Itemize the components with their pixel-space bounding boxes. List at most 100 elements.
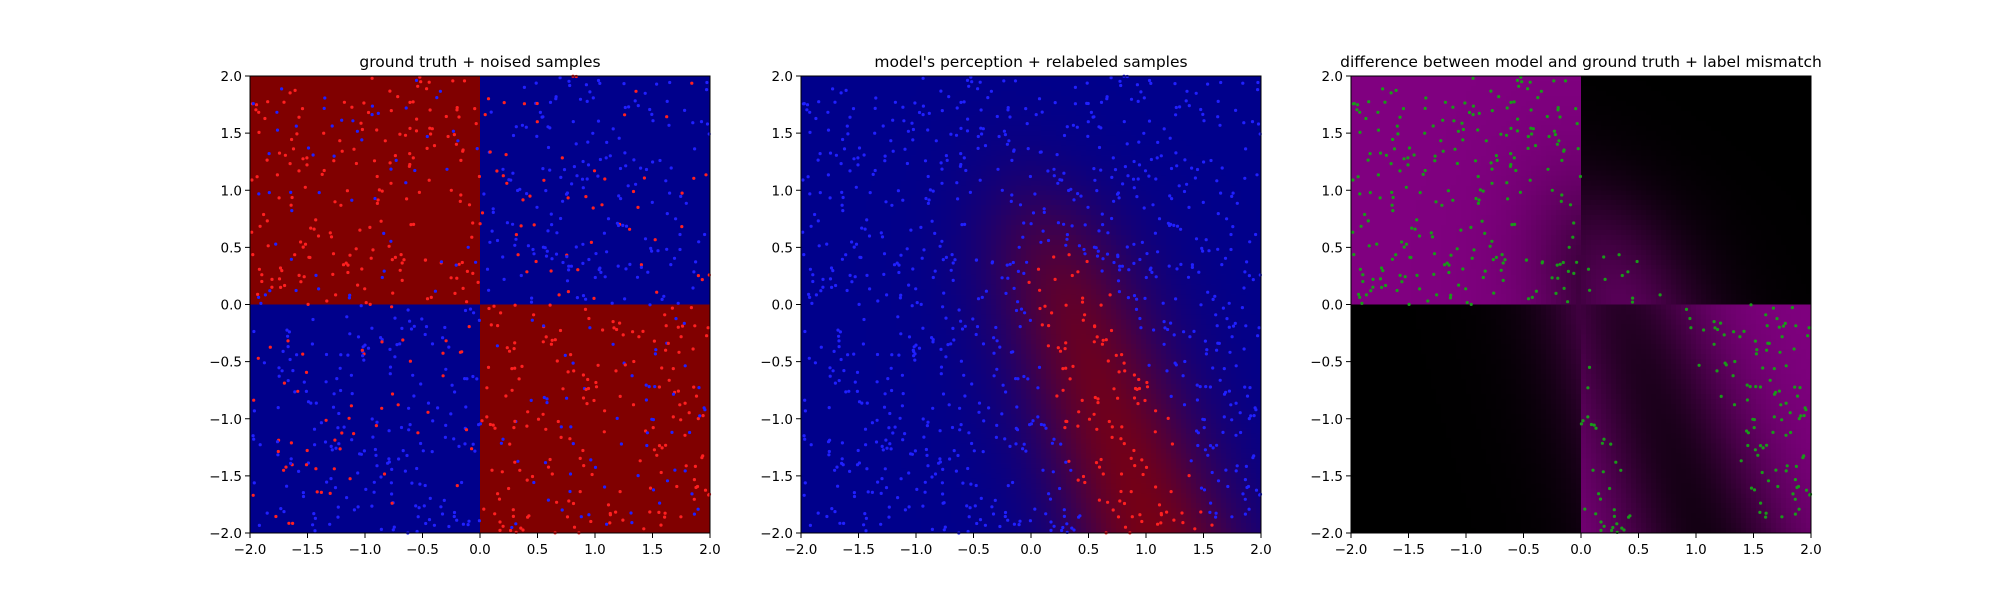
data-point (514, 237, 518, 241)
data-point (594, 252, 598, 256)
data-point (1174, 297, 1178, 301)
data-point (1432, 252, 1437, 256)
data-point (850, 240, 854, 244)
data-point (1210, 523, 1214, 527)
data-point (315, 490, 319, 494)
data-point (1571, 235, 1575, 239)
data-point (352, 147, 356, 151)
data-point (319, 421, 323, 425)
data-point (268, 289, 272, 293)
data-point (476, 280, 480, 284)
data-point (636, 104, 640, 108)
data-point (819, 345, 823, 349)
data-point (1023, 311, 1027, 315)
data-point (305, 163, 309, 167)
data-point (542, 324, 546, 328)
data-point (990, 260, 995, 264)
data-point (630, 374, 634, 378)
data-point (578, 490, 582, 494)
data-point (550, 338, 554, 342)
data-point (590, 472, 594, 477)
data-point (575, 174, 579, 178)
data-point (1791, 492, 1795, 496)
data-point (1145, 380, 1149, 385)
data-point (461, 522, 465, 526)
data-point (1499, 132, 1503, 136)
data-point (1156, 522, 1160, 526)
data-point (1772, 415, 1776, 419)
data-point (606, 503, 611, 507)
data-point (1530, 295, 1534, 299)
data-point (888, 411, 892, 416)
data-point (1117, 290, 1121, 294)
data-point (501, 174, 505, 178)
data-point (940, 481, 945, 485)
data-point (806, 175, 810, 179)
data-point (1404, 242, 1409, 246)
data-point (1356, 175, 1360, 179)
data-point (691, 121, 695, 125)
data-point (536, 417, 541, 421)
data-point (501, 255, 505, 259)
data-point (880, 477, 884, 481)
data-point (1062, 514, 1066, 519)
data-point (1556, 106, 1560, 110)
data-point (1000, 412, 1004, 416)
data-point (511, 133, 516, 138)
data-point (611, 342, 615, 346)
data-point (421, 449, 425, 453)
data-point (636, 205, 640, 209)
data-point (1490, 239, 1494, 243)
data-point (1055, 153, 1059, 157)
data-point (1244, 147, 1248, 151)
data-point (1789, 430, 1793, 435)
data-point (981, 450, 985, 454)
data-point (530, 296, 534, 300)
data-point (1586, 415, 1590, 419)
data-point (827, 453, 831, 457)
data-point (301, 245, 305, 249)
data-point (697, 386, 701, 390)
data-point (389, 109, 393, 113)
data-point (827, 406, 831, 410)
data-point (561, 260, 565, 265)
data-point (463, 442, 467, 446)
data-point (1781, 324, 1786, 328)
data-point (860, 226, 864, 230)
data-point (1049, 528, 1053, 533)
data-point (1389, 162, 1393, 166)
data-point (393, 154, 397, 158)
data-point (314, 401, 318, 405)
data-point (1123, 525, 1128, 529)
data-point (348, 253, 352, 257)
data-point (880, 235, 885, 239)
data-point (987, 406, 991, 410)
data-point (1048, 497, 1053, 501)
data-point (1206, 290, 1210, 294)
data-point (927, 198, 931, 202)
data-point (1244, 464, 1248, 468)
data-point (830, 507, 834, 511)
data-point (1500, 253, 1504, 257)
data-point (531, 247, 535, 252)
data-point (415, 466, 419, 471)
data-point (417, 506, 421, 510)
data-point (1218, 123, 1222, 127)
data-point (1526, 297, 1531, 301)
data-point (1149, 266, 1153, 270)
data-point (941, 305, 945, 309)
data-point (1000, 188, 1004, 192)
data-point (952, 338, 956, 342)
data-point (1012, 148, 1016, 152)
data-point (901, 105, 905, 109)
data-point (585, 177, 589, 181)
data-point (1110, 175, 1114, 179)
data-point (359, 304, 363, 308)
data-point (618, 394, 622, 398)
data-point (480, 419, 484, 423)
data-point (605, 250, 609, 254)
data-point (1203, 448, 1207, 452)
data-point (555, 500, 559, 504)
data-point (587, 513, 591, 517)
data-point (1568, 203, 1573, 207)
